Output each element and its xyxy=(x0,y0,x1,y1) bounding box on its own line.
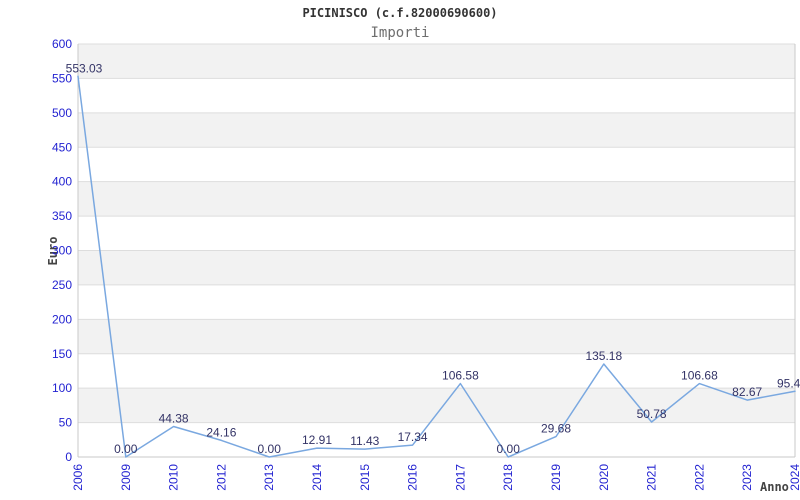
grid-band xyxy=(78,319,795,354)
grid-band xyxy=(78,112,795,148)
x-tick-label: 2010 xyxy=(167,464,181,491)
data-label: 24.16 xyxy=(206,425,236,439)
x-tick-label: 2024 xyxy=(788,464,800,491)
chart-subtitle: Importi xyxy=(370,25,430,41)
x-tick-label: 2012 xyxy=(214,464,228,491)
grid-band xyxy=(78,181,795,217)
y-tick-label: 450 xyxy=(52,140,72,154)
grid-band xyxy=(78,353,795,389)
grid-band xyxy=(78,78,795,113)
y-tick-label: 400 xyxy=(52,175,72,189)
x-tick-label: 2023 xyxy=(740,464,754,491)
data-label: 11.43 xyxy=(350,434,379,448)
data-label: 0.00 xyxy=(258,442,282,456)
data-label: 29.68 xyxy=(541,422,571,436)
x-tick-label: 2016 xyxy=(406,464,420,491)
x-tick-label: 2014 xyxy=(310,464,324,491)
y-tick-label: 250 xyxy=(52,278,72,292)
y-tick-label: 600 xyxy=(52,37,72,51)
y-tick-label: 300 xyxy=(52,244,72,258)
y-tick-label: 500 xyxy=(52,106,72,120)
x-tick-label: 2022 xyxy=(692,464,706,491)
x-tick-label: 2018 xyxy=(501,464,515,491)
data-label: 135.18 xyxy=(585,349,622,363)
x-tick-label: 2020 xyxy=(597,464,611,491)
data-label: 95.47 xyxy=(777,376,800,390)
y-tick-label: 150 xyxy=(52,347,72,361)
data-label: 0.00 xyxy=(114,442,138,456)
data-label: 0.00 xyxy=(497,442,521,456)
x-tick-label: 2009 xyxy=(119,464,133,491)
x-tick-label: 2019 xyxy=(549,464,563,491)
x-tick-label: 2013 xyxy=(262,464,276,491)
y-tick-label: 350 xyxy=(52,209,72,223)
x-axis-title: Anno xyxy=(760,480,789,494)
x-tick-label: 2006 xyxy=(71,464,85,491)
grid-band xyxy=(78,44,795,79)
grid-band xyxy=(78,147,795,182)
x-tick-label: 2015 xyxy=(358,464,372,491)
data-label: 44.38 xyxy=(159,411,189,425)
y-tick-label: 100 xyxy=(52,381,72,395)
data-label: 17.34 xyxy=(398,430,428,444)
y-tick-label: 0 xyxy=(65,450,72,464)
grid-band xyxy=(78,422,795,457)
data-label: 12.91 xyxy=(302,433,332,447)
grid-band xyxy=(78,250,795,285)
grid-band xyxy=(78,284,795,320)
data-label: 553.03 xyxy=(66,61,103,75)
y-tick-label: 200 xyxy=(52,312,72,326)
data-label: 50.78 xyxy=(637,407,667,421)
y-tick-label: 50 xyxy=(59,416,73,430)
data-label: 82.67 xyxy=(732,385,762,399)
y-tick-label: 550 xyxy=(52,71,72,85)
x-tick-label: 2017 xyxy=(453,464,467,491)
data-label: 106.58 xyxy=(442,369,479,383)
series-line xyxy=(77,75,796,458)
grid-band xyxy=(78,216,795,251)
data-label: 106.68 xyxy=(681,369,718,383)
grid-band xyxy=(78,388,795,423)
chart-title: PICINISCO (c.f.82000690600) xyxy=(302,6,498,20)
x-tick-label: 2021 xyxy=(645,464,659,491)
